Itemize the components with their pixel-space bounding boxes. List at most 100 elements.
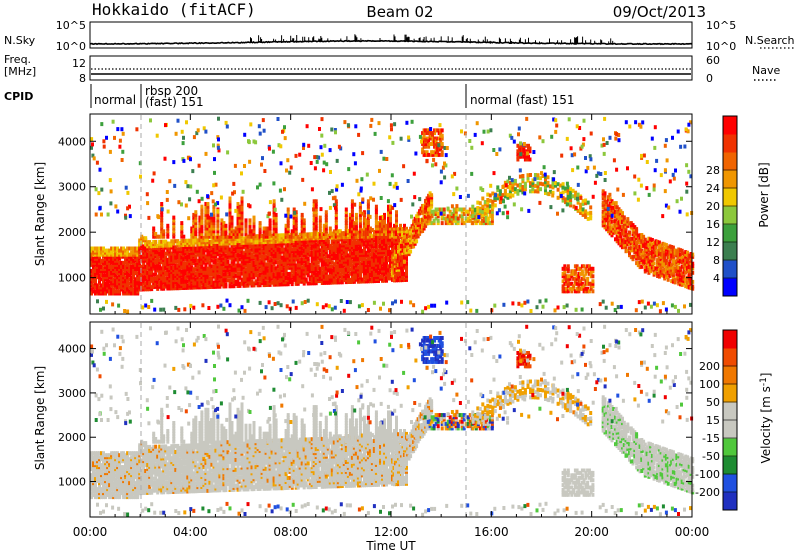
power-cell <box>581 269 584 273</box>
station-title: Hokkaido (fitACF) <box>92 0 256 19</box>
power-cell <box>481 197 484 201</box>
power-cell <box>499 189 502 193</box>
power-cell <box>524 182 527 186</box>
power-cell <box>253 216 256 220</box>
power-cell <box>529 147 532 151</box>
power-cell <box>591 289 594 293</box>
power-cell <box>623 215 626 219</box>
power-cell <box>305 278 308 282</box>
power-cell <box>303 218 306 222</box>
power-cell <box>587 201 590 205</box>
power-cell <box>554 181 557 185</box>
power-cell <box>511 194 514 198</box>
power-cell <box>335 199 338 203</box>
power-cell <box>557 188 560 192</box>
power-cell <box>529 158 532 162</box>
power-cell <box>182 235 185 239</box>
power-cell <box>287 208 290 212</box>
power-cell <box>438 153 441 157</box>
power-cell <box>166 224 169 228</box>
power-cell <box>375 205 378 209</box>
power-cell <box>430 193 433 197</box>
cpid-panel: CPID normal rbsp 200 (fast) 151 normal (… <box>4 84 574 109</box>
power-cell <box>273 199 276 203</box>
power-cell <box>529 173 532 177</box>
power-cell <box>301 213 304 217</box>
power-cell <box>227 260 230 264</box>
power-cell <box>441 150 444 154</box>
power-cell <box>395 210 398 214</box>
freq-tick-top: 12 <box>72 57 86 70</box>
power-cell <box>494 203 497 207</box>
power-scatter-cells <box>90 117 694 314</box>
power-cell <box>315 199 318 203</box>
power-cell <box>383 213 386 217</box>
power-cell <box>521 174 524 178</box>
power-cell <box>224 224 227 228</box>
freq-panel: Freq. [MHz] 12 8 60 0 Nave <box>4 53 780 85</box>
power-cell <box>479 201 482 205</box>
power-cell <box>441 221 444 225</box>
cpid-label: CPID <box>4 90 33 103</box>
nsearch-tick-top: 10^5 <box>706 19 736 32</box>
nave-label: Nave <box>752 64 780 77</box>
power-cell <box>621 211 624 215</box>
power-cell <box>249 218 252 222</box>
power-cell <box>194 210 197 214</box>
power-cell <box>604 191 607 195</box>
power-cell <box>441 142 444 146</box>
power-cell <box>496 185 499 189</box>
power-cell <box>325 210 328 214</box>
power-cell <box>200 205 203 209</box>
freq-label-line2: [MHz] <box>4 65 36 78</box>
power-cell <box>245 218 248 222</box>
power-cell <box>152 227 155 231</box>
power-cell <box>355 213 358 217</box>
power-cell <box>441 134 444 138</box>
power-cell <box>547 181 550 185</box>
power-cell <box>589 211 592 215</box>
power-cell <box>432 150 435 154</box>
power-cell <box>319 216 322 220</box>
power-cell <box>437 219 440 223</box>
power-cell <box>584 199 587 203</box>
power-cell <box>427 153 430 157</box>
cpid-segment-normal: normal <box>94 93 136 107</box>
power-cell <box>269 218 272 222</box>
power-cell <box>403 235 406 239</box>
power-cell <box>224 282 227 286</box>
power-cell <box>567 264 570 268</box>
nsky-tick-top: 10^5 <box>56 19 86 32</box>
nsearch-tick-bottom: 10^0 <box>706 40 736 53</box>
power-cell <box>229 197 232 201</box>
power-cell <box>307 257 310 261</box>
nsky-label: N.Sky <box>4 34 36 47</box>
nave-tick-bottom: 0 <box>706 72 713 85</box>
freq-tick-bottom: 8 <box>79 72 86 85</box>
power-cell <box>231 216 234 220</box>
power-cell <box>514 179 517 183</box>
date-title: 09/Oct/2013 <box>613 3 706 21</box>
power-cell <box>589 205 592 209</box>
power-cell <box>591 267 594 271</box>
power-cell <box>591 279 594 283</box>
power-cell <box>345 208 348 212</box>
power-cell <box>539 187 542 191</box>
power-cell <box>471 205 474 209</box>
power-cell <box>403 260 406 264</box>
power-cell <box>172 216 175 220</box>
beam-title: Beam 02 <box>366 3 433 21</box>
power-cell <box>241 197 244 201</box>
power-cell <box>443 208 446 212</box>
power-cell <box>562 182 565 186</box>
cpid-segment-normal-fast: normal (fast) 151 <box>470 93 574 107</box>
power-cell <box>259 221 262 225</box>
power-cell <box>206 202 209 206</box>
power-cell <box>409 250 412 254</box>
power-cell <box>441 128 444 132</box>
power-cell <box>547 175 550 179</box>
nsky-tick-bottom: 10^0 <box>56 40 86 53</box>
